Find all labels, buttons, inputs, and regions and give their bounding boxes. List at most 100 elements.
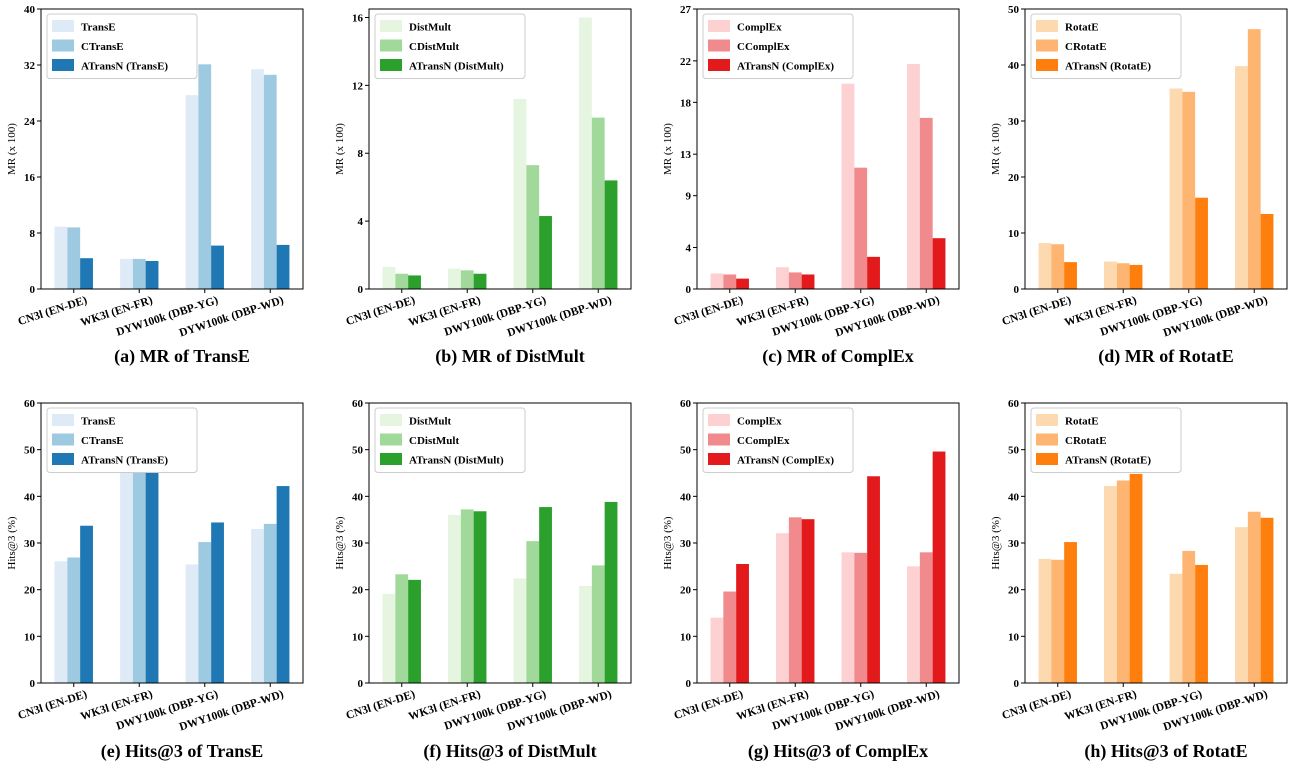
legend: ComplEx CComplEx ATransN (ComplEx) bbox=[702, 407, 854, 473]
y-tick-label: 0 bbox=[1014, 284, 1020, 296]
y-tick-label: 22 bbox=[680, 56, 692, 68]
bar-1-1 bbox=[710, 617, 724, 683]
legend-label: CTransE bbox=[81, 435, 124, 447]
bar-3-1 bbox=[80, 258, 93, 289]
legend-swatch bbox=[52, 414, 74, 426]
legend-label: CTransE bbox=[81, 41, 124, 53]
legend-box bbox=[702, 407, 854, 473]
bar-1-4 bbox=[1235, 527, 1248, 683]
bar-1-2 bbox=[120, 258, 133, 289]
bar-3-1 bbox=[408, 579, 421, 683]
y-tick-label: 20 bbox=[24, 585, 36, 597]
y-tick-label: 60 bbox=[24, 398, 36, 410]
bar-2-2 bbox=[1116, 480, 1130, 683]
legend-swatch bbox=[380, 453, 402, 465]
plot-frame bbox=[1024, 402, 1288, 684]
legend: RotatE CRotatE ATransN (RotatE) bbox=[1030, 407, 1182, 473]
legend-swatch bbox=[1036, 453, 1058, 465]
y-tick-label: 8 bbox=[358, 148, 364, 160]
y-tick-label: 8 bbox=[30, 228, 36, 240]
y-tick-label: 50 bbox=[24, 445, 36, 457]
y-tick-label: 50 bbox=[1008, 4, 1020, 16]
y-tick-label: 40 bbox=[1008, 60, 1020, 72]
x-tick-label: CN3l (EN-DE) bbox=[17, 294, 89, 328]
bar-1-2 bbox=[448, 515, 461, 683]
legend-swatch bbox=[708, 414, 730, 426]
bar-1-2 bbox=[1104, 486, 1117, 683]
y-tick-label: 40 bbox=[1008, 491, 1020, 503]
plot-frame bbox=[40, 402, 304, 684]
bar-1-2 bbox=[776, 267, 789, 289]
bar-2-1 bbox=[67, 557, 81, 683]
panel-caption: (c) MR of ComplEx bbox=[762, 346, 913, 367]
bar-3-3 bbox=[539, 507, 552, 683]
panel-caption: (f) Hits@3 of DistMult bbox=[423, 741, 596, 762]
y-axis-label: Hits@3 (%) bbox=[6, 516, 18, 570]
legend-label: ComplEx bbox=[737, 22, 782, 34]
bar-3-1 bbox=[80, 525, 93, 683]
y-tick-label: 0 bbox=[30, 284, 36, 296]
legend: TransE CTransE ATransN (TransE) bbox=[46, 13, 198, 79]
bar-2-1 bbox=[723, 591, 737, 683]
legend-label: ComplEx bbox=[737, 416, 782, 428]
bar-1-4 bbox=[579, 585, 592, 683]
y-tick-label: 16 bbox=[352, 12, 364, 24]
legend-label: TransE bbox=[81, 22, 116, 34]
legend-label: CComplEx bbox=[737, 41, 790, 53]
y-tick-label: 60 bbox=[680, 398, 692, 410]
panel-caption: (h) Hits@3 of RotatE bbox=[1084, 741, 1247, 762]
y-tick-label: 18 bbox=[680, 97, 692, 109]
bar-1-3 bbox=[513, 98, 527, 289]
y-axis-label: MR (x 100) bbox=[334, 123, 346, 175]
y-tick-label: 30 bbox=[1008, 116, 1020, 128]
bar-3-1 bbox=[736, 564, 749, 683]
bar-1-2 bbox=[448, 268, 461, 289]
legend-swatch bbox=[52, 453, 74, 465]
y-tick-label: 50 bbox=[680, 445, 692, 457]
bar-2-4 bbox=[919, 552, 933, 683]
bar-2-3 bbox=[198, 64, 212, 289]
plot-frame bbox=[696, 402, 960, 684]
bar-3-4 bbox=[1260, 517, 1274, 683]
y-tick-label: 10 bbox=[24, 631, 36, 643]
plot-frame bbox=[1024, 8, 1288, 290]
y-tick-label: 30 bbox=[680, 538, 692, 550]
y-tick-label: 30 bbox=[1008, 538, 1020, 550]
legend-label: ATransN (RotatE) bbox=[1065, 61, 1151, 73]
legend-label: CRotatE bbox=[1065, 435, 1107, 447]
legend-swatch bbox=[708, 433, 730, 446]
legend-label: CDistMult bbox=[409, 41, 459, 53]
legend-swatch bbox=[708, 453, 730, 465]
x-tick-label: CN3l (EN-DE) bbox=[345, 294, 417, 328]
legend-box bbox=[374, 13, 526, 79]
legend-label: ATransN (DistMult) bbox=[409, 61, 504, 73]
bar-2-4 bbox=[1247, 29, 1261, 289]
y-tick-label: 10 bbox=[1008, 228, 1020, 240]
legend-swatch bbox=[1036, 20, 1058, 32]
legend-label: DistMult bbox=[409, 22, 452, 34]
bar-1-3 bbox=[513, 578, 527, 683]
bar-2-3 bbox=[198, 542, 212, 683]
plot-frame bbox=[696, 8, 960, 290]
bar-3-4 bbox=[932, 238, 946, 289]
bar-1-1 bbox=[382, 266, 396, 289]
x-tick-label: CN3l (EN-DE) bbox=[17, 688, 89, 722]
legend-label: TransE bbox=[81, 416, 116, 428]
bar-2-1 bbox=[395, 574, 409, 683]
y-tick-label: 0 bbox=[686, 678, 692, 690]
legend-box bbox=[46, 13, 198, 79]
legend: DistMult CDistMult ATransN (DistMult) bbox=[374, 407, 526, 473]
legend-swatch bbox=[380, 39, 402, 52]
x-tick-label: CN3l (EN-DE) bbox=[1001, 294, 1073, 328]
legend-swatch bbox=[1036, 59, 1058, 71]
y-tick-label: 9 bbox=[686, 191, 692, 203]
y-tick-label: 40 bbox=[352, 491, 364, 503]
legend-swatch bbox=[1036, 39, 1058, 52]
y-tick-label: 0 bbox=[1014, 678, 1020, 690]
bar-3-4 bbox=[932, 451, 946, 683]
bar-2-1 bbox=[395, 273, 409, 289]
bar-2-4 bbox=[591, 117, 605, 289]
